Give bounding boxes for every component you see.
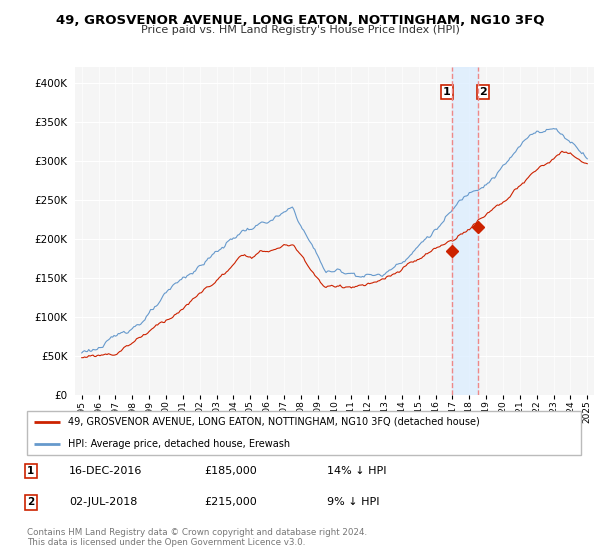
Text: 14% ↓ HPI: 14% ↓ HPI (327, 466, 386, 476)
FancyBboxPatch shape (27, 410, 581, 455)
Text: Price paid vs. HM Land Registry's House Price Index (HPI): Price paid vs. HM Land Registry's House … (140, 25, 460, 35)
Text: 2: 2 (27, 497, 34, 507)
Text: £215,000: £215,000 (204, 497, 257, 507)
Text: £185,000: £185,000 (204, 466, 257, 476)
Text: 1: 1 (27, 466, 34, 476)
Bar (452, 67, 478, 395)
Text: Contains HM Land Registry data © Crown copyright and database right 2024.
This d: Contains HM Land Registry data © Crown c… (27, 528, 367, 547)
Text: 16-DEC-2016: 16-DEC-2016 (69, 466, 142, 476)
Text: 49, GROSVENOR AVENUE, LONG EATON, NOTTINGHAM, NG10 3FQ: 49, GROSVENOR AVENUE, LONG EATON, NOTTIN… (56, 14, 544, 27)
Text: HPI: Average price, detached house, Erewash: HPI: Average price, detached house, Erew… (68, 438, 290, 449)
Text: 2: 2 (479, 87, 487, 97)
Text: 1: 1 (443, 87, 451, 97)
Text: 9% ↓ HPI: 9% ↓ HPI (327, 497, 380, 507)
Text: 49, GROSVENOR AVENUE, LONG EATON, NOTTINGHAM, NG10 3FQ (detached house): 49, GROSVENOR AVENUE, LONG EATON, NOTTIN… (68, 417, 479, 427)
Text: 02-JUL-2018: 02-JUL-2018 (69, 497, 137, 507)
